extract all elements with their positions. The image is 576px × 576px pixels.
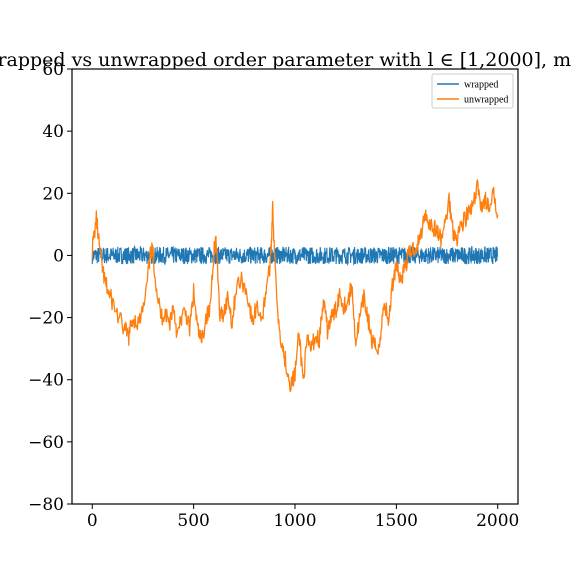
plot-background xyxy=(72,69,518,504)
x-tick-label: 0 xyxy=(87,511,98,531)
x-tick-label: 1500 xyxy=(375,511,418,531)
y-tick-label: −80 xyxy=(28,495,64,515)
x-tick-label: 500 xyxy=(177,511,209,531)
series-layer xyxy=(91,179,499,393)
legend-label-unwrapped: unwrapped xyxy=(464,95,508,106)
x-tick-label: 1000 xyxy=(273,511,316,531)
y-tick-label: 40 xyxy=(42,122,64,142)
y-tick-label: −20 xyxy=(28,309,64,329)
y-tick-label: −60 xyxy=(28,433,64,453)
chart-title: Wrapped vs unwrapped order parameter wit… xyxy=(0,49,576,71)
y-tick-label: 20 xyxy=(42,184,64,204)
x-tick-label: 2000 xyxy=(476,511,519,531)
y-tick-label: 60 xyxy=(42,60,64,80)
legend: wrapped unwrapped xyxy=(431,73,514,109)
x-axis: 0 500 1000 1500 2000 xyxy=(87,504,519,531)
y-tick-label: −40 xyxy=(28,371,64,391)
plot-area xyxy=(71,68,519,505)
legend-label-wrapped: wrapped xyxy=(464,80,498,91)
series-line-wrapped xyxy=(91,244,499,267)
series-line-unwrapped xyxy=(91,179,499,393)
y-axis: 60 40 20 0 −20 −40 −60 −80 xyxy=(28,60,72,515)
y-tick-label: 0 xyxy=(53,246,64,266)
